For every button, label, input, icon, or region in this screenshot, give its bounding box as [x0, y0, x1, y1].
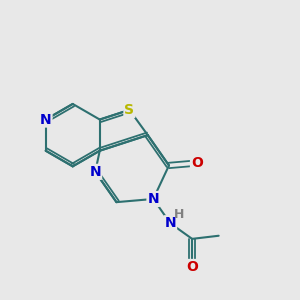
Text: N: N	[89, 165, 101, 179]
Text: N: N	[148, 192, 159, 206]
Text: S: S	[124, 103, 134, 117]
Text: H: H	[173, 208, 184, 221]
Text: N: N	[164, 216, 176, 230]
Text: O: O	[191, 156, 203, 170]
Text: O: O	[186, 260, 198, 274]
Text: N: N	[40, 112, 52, 127]
